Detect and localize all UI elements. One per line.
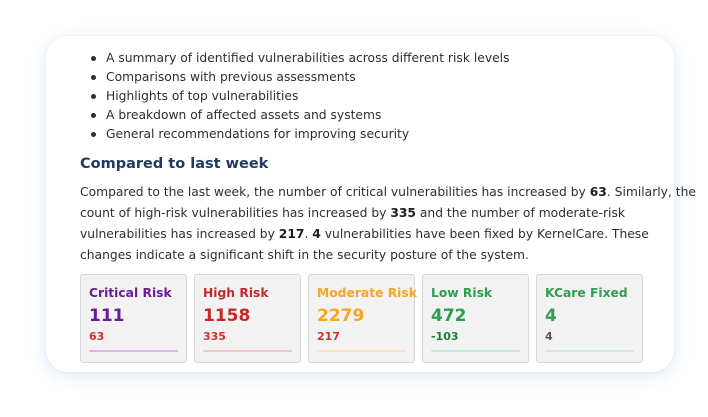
- tile-delta: 335: [203, 330, 226, 343]
- moderate-risk-tile: Moderate Risk 2279 217: [308, 274, 417, 363]
- tile-value: 472: [431, 306, 467, 326]
- tile-accent-bar: [317, 350, 406, 352]
- list-item: General recommendations for improving se…: [80, 125, 650, 144]
- tile-accent-bar: [545, 350, 634, 352]
- summary-text: . Similarly, the: [606, 185, 696, 199]
- critical-risk-tile: Critical Risk 111 63: [80, 274, 187, 363]
- high-risk-tile: High Risk 1158 335: [194, 274, 301, 363]
- tile-value: 4: [545, 306, 557, 326]
- tile-accent-bar: [203, 350, 292, 352]
- summary-text: count of high-risk vulnerabilities has i…: [80, 206, 391, 220]
- comparison-summary: Compared to the last week, the number of…: [80, 182, 696, 266]
- tile-accent-bar: [431, 350, 520, 352]
- list-item: Comparisons with previous assessments: [80, 68, 650, 87]
- tile-value: 1158: [203, 306, 251, 326]
- tile-title: KCare Fixed: [545, 286, 628, 300]
- kcare-fixed-tile: KCare Fixed 4 4: [536, 274, 643, 363]
- tile-title: Moderate Risk: [317, 286, 417, 300]
- moderate-increase-value: 217: [278, 227, 305, 241]
- report-contents-list: A summary of identified vulnerabilities …: [80, 49, 650, 144]
- summary-text: vulnerabilities has increased by: [80, 227, 279, 241]
- fixed-count-value: 4: [312, 227, 321, 241]
- tile-delta: 217: [317, 330, 340, 343]
- tile-title: High Risk: [203, 286, 269, 300]
- tile-delta: 63: [89, 330, 105, 343]
- list-item: Highlights of top vulnerabilities: [80, 87, 650, 106]
- tile-delta: -103: [431, 330, 459, 343]
- tile-delta: 4: [545, 330, 553, 343]
- tile-accent-bar: [89, 350, 178, 352]
- section-title: Compared to last week: [80, 156, 269, 172]
- tile-value: 111: [89, 306, 125, 326]
- low-risk-tile: Low Risk 472 -103: [422, 274, 529, 363]
- critical-increase-value: 63: [589, 185, 607, 199]
- tile-title: Low Risk: [431, 286, 493, 300]
- list-item: A breakdown of affected assets and syste…: [80, 106, 650, 125]
- list-item: A summary of identified vulnerabilities …: [80, 49, 650, 68]
- high-increase-value: 335: [390, 206, 416, 220]
- summary-text: vulnerabilities have been fixed by Kerne…: [320, 227, 649, 241]
- tile-value: 2279: [317, 306, 365, 326]
- summary-text: Compared to the last week, the number of…: [80, 185, 590, 199]
- summary-text: changes indicate a significant shift in …: [80, 248, 529, 262]
- summary-text: and the number of moderate-risk: [415, 206, 625, 220]
- tile-title: Critical Risk: [89, 286, 172, 300]
- report-card: A summary of identified vulnerabilities …: [46, 36, 696, 372]
- summary-text: .: [304, 227, 313, 241]
